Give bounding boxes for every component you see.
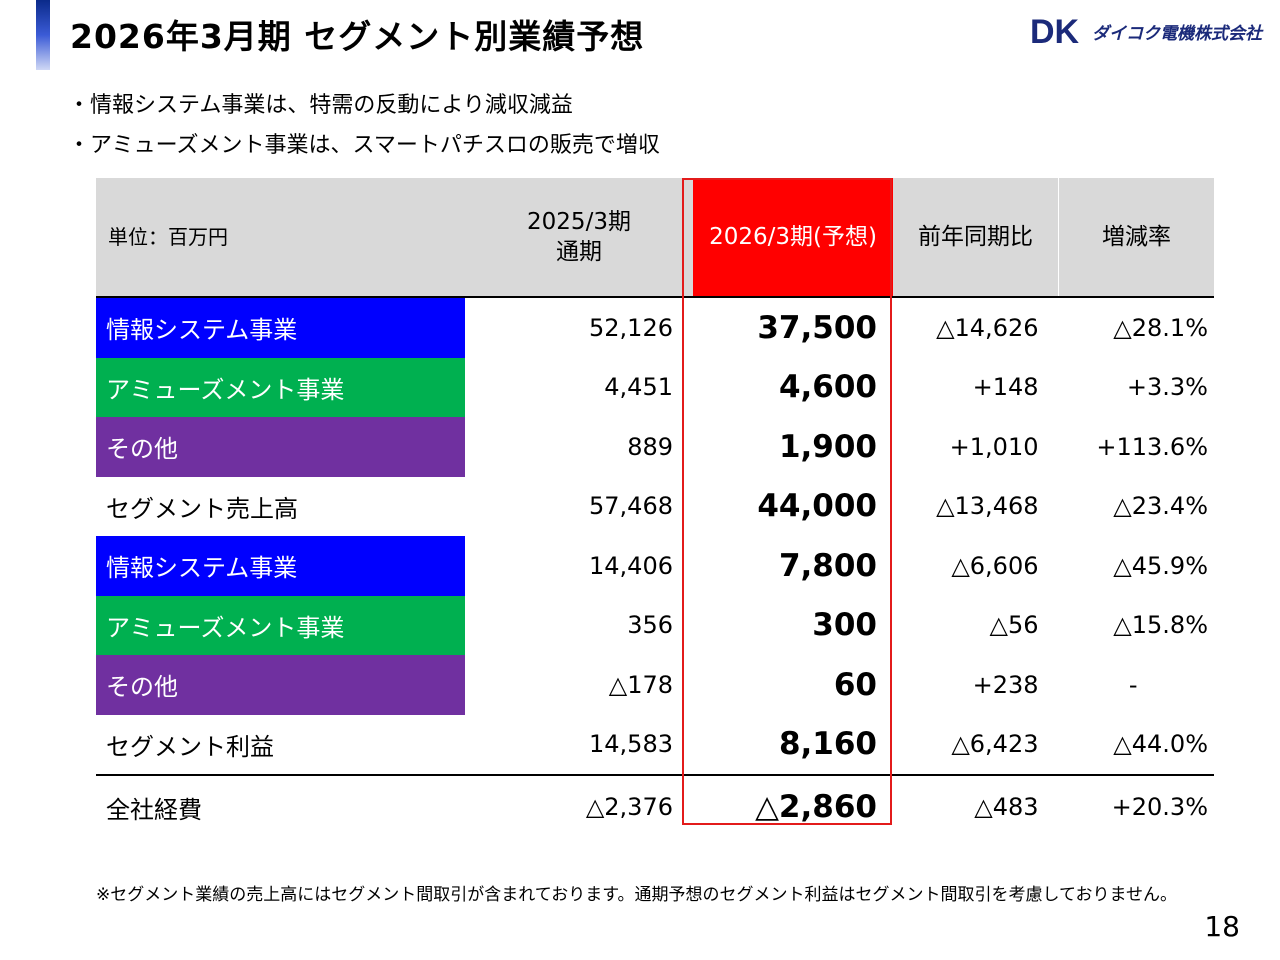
page-title: 2026年3月期 セグメント別業績予想: [70, 17, 645, 56]
table-row: 情報システム事業 14,406 7,800 △6,606 △45.9%: [96, 536, 1214, 596]
bullet-item: アミューズメント事業は、スマートパチスロの販売で増収: [68, 126, 660, 166]
header-prev-line2: 通期: [556, 239, 602, 265]
row-label: セグメント売上高: [106, 494, 298, 523]
cell-yoy: △483: [893, 774, 1059, 838]
cell-rate: △15.8%: [1113, 611, 1208, 640]
row-label: 全社経費: [96, 774, 465, 838]
header-prev-line1: 2025/3期: [527, 209, 631, 235]
row-label: セグメント利益: [106, 732, 274, 761]
header-unit: 単位：百万円: [96, 178, 465, 298]
cell-rate: +20.3%: [1058, 774, 1214, 838]
header-prev-period: 2025/3期 通期: [465, 178, 693, 298]
cell-yoy: △6,606: [951, 551, 1039, 580]
cell-rate: -: [1128, 670, 1138, 699]
table-row: その他 △178 60 +238 -: [96, 655, 1214, 715]
bullet-item: 情報システム事業は、特需の反動により減収減益: [68, 86, 660, 126]
header-yoy: 前年同期比: [893, 178, 1059, 298]
cell-prev: 889: [627, 432, 673, 461]
table-header-row: 単位：百万円 2025/3期 通期 2026/3期(予想) 前年同期比 増減率: [96, 178, 1214, 298]
row-label: アミューズメント事業: [96, 595, 465, 655]
cell-forecast: 44,000: [757, 488, 877, 525]
cell-forecast: △2,860: [693, 774, 893, 838]
row-label: その他: [96, 655, 465, 715]
cell-forecast: 60: [833, 666, 877, 703]
cell-yoy: △6,423: [951, 730, 1039, 759]
row-label: 情報システム事業: [96, 297, 465, 358]
table-row: 全社経費 △2,376 △2,860 △483 +20.3%: [96, 774, 1214, 838]
cell-forecast: 8,160: [778, 726, 877, 763]
logo-company-name: ダイコク電機株式会社: [1092, 23, 1262, 44]
cell-yoy: △14,626: [936, 313, 1039, 342]
cell-prev: △2,376: [465, 774, 693, 838]
dk-logo-icon: DK: [1030, 14, 1080, 48]
cell-forecast: 300: [812, 607, 877, 644]
cell-rate: +113.6%: [1096, 432, 1208, 461]
cell-prev: 14,583: [589, 730, 673, 759]
bullet-list: 情報システム事業は、特需の反動により減収減益 アミューズメント事業は、スマートパ…: [68, 86, 660, 166]
cell-prev: 52,126: [589, 313, 673, 342]
cell-yoy: +238: [972, 670, 1039, 699]
cell-rate: △44.0%: [1113, 730, 1208, 759]
cell-prev: 57,468: [589, 492, 673, 521]
cell-rate: △45.9%: [1113, 551, 1208, 580]
title-accent-bar: [36, 0, 50, 70]
cell-prev: 356: [627, 611, 673, 640]
logo-mark: DK: [1030, 14, 1080, 48]
cell-rate: △23.4%: [1113, 492, 1208, 521]
cell-yoy: +148: [972, 373, 1039, 402]
cell-rate: +3.3%: [1126, 373, 1208, 402]
table-row: セグメント利益 14,583 8,160 △6,423 △44.0%: [96, 715, 1214, 776]
cell-prev: △178: [608, 670, 673, 699]
cell-forecast: 37,500: [757, 309, 877, 346]
table-row: アミューズメント事業 356 300 △56 △15.8%: [96, 595, 1214, 655]
cell-rate: △28.1%: [1113, 313, 1208, 342]
row-label: 情報システム事業: [96, 536, 465, 596]
cell-prev: 4,451: [604, 373, 673, 402]
table-row: その他 889 1,900 +1,010 +113.6%: [96, 417, 1214, 477]
row-label: アミューズメント事業: [96, 357, 465, 417]
page-number: 18: [1204, 910, 1240, 943]
cell-yoy: +1,010: [949, 432, 1039, 461]
cell-forecast: 7,800: [778, 547, 877, 584]
header-change-rate: 増減率: [1058, 178, 1214, 298]
table-row: セグメント売上高 57,468 44,000 △13,468 △23.4%: [96, 477, 1214, 537]
header-forecast: 2026/3期(予想): [693, 178, 893, 298]
cell-forecast: 1,900: [778, 428, 877, 465]
table-row: 情報システム事業 52,126 37,500 △14,626 △28.1%: [96, 297, 1214, 358]
company-logo: DK ダイコク電機株式会社: [1030, 14, 1262, 48]
cell-yoy: △13,468: [936, 492, 1039, 521]
segment-forecast-table: 単位：百万円 2025/3期 通期 2026/3期(予想) 前年同期比 増減率 …: [96, 178, 1214, 838]
row-label: その他: [96, 417, 465, 477]
table-row: アミューズメント事業 4,451 4,600 +148 +3.3%: [96, 357, 1214, 417]
cell-prev: 14,406: [589, 551, 673, 580]
cell-forecast: 4,600: [778, 369, 877, 406]
cell-yoy: △56: [989, 611, 1039, 640]
footnote: ※セグメント業績の売上高にはセグメント間取引が含まれております。通期予想のセグメ…: [96, 885, 1177, 905]
